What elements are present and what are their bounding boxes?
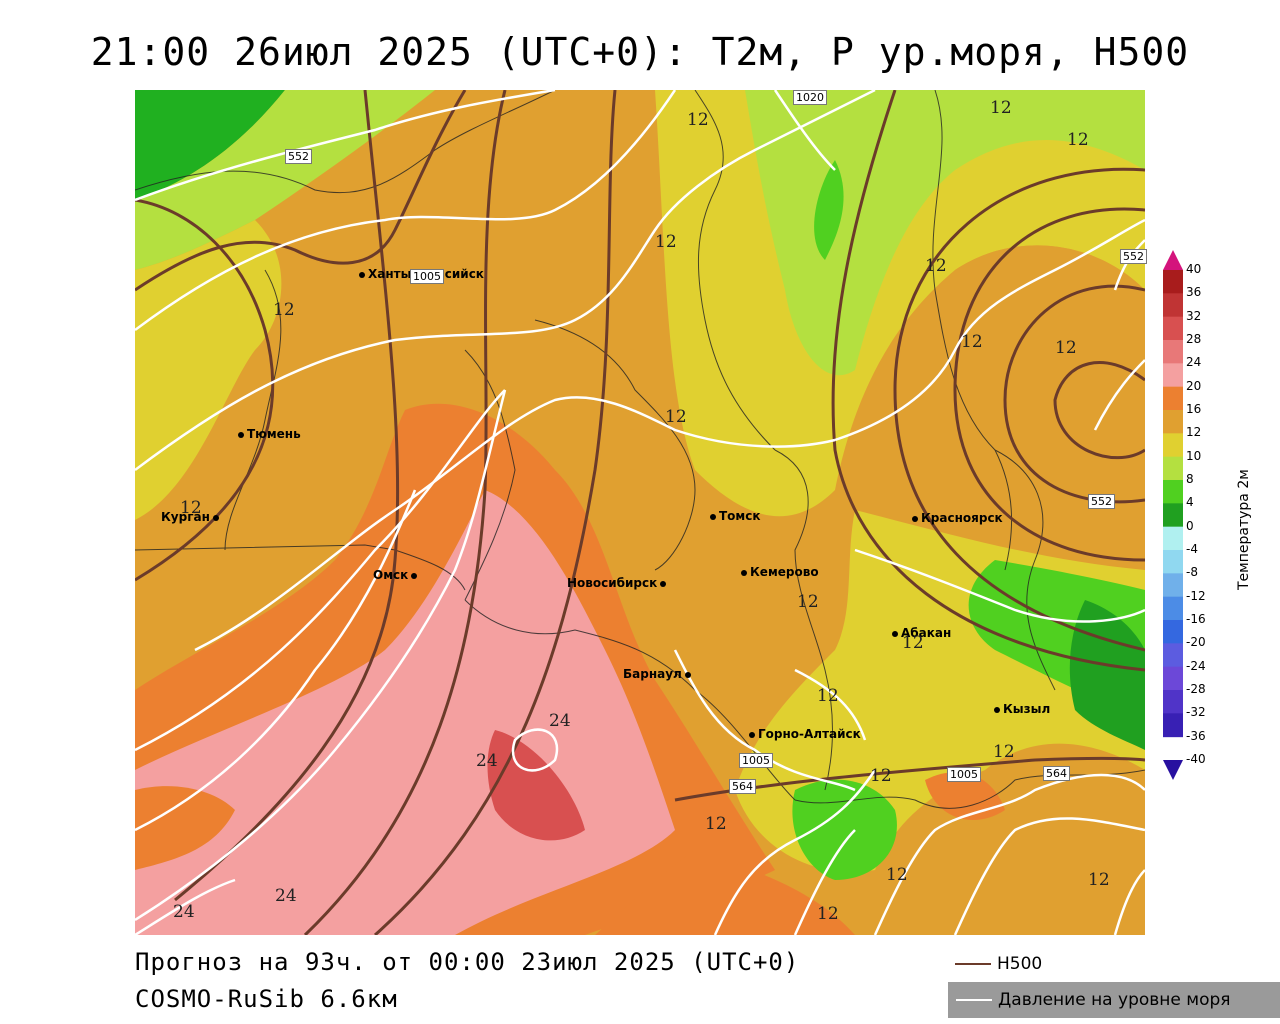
colorbar-tick-label: 0	[1186, 518, 1194, 533]
h500-value-label: 552	[1088, 494, 1115, 509]
isotherm-label: 12	[925, 256, 947, 276]
colorbar-swatch	[1163, 270, 1183, 294]
isotherm-label: 12	[1055, 338, 1077, 358]
colorbar-tick-label: -24	[1186, 658, 1206, 673]
colorbar-swatch	[1163, 620, 1183, 644]
forecast-map: Ханты-Мансийск Тюмень Курган Омск Новоси…	[135, 90, 1147, 935]
map-title: 21:00 26июл 2025 (UTC+0): T2м, P ур.моря…	[90, 30, 1190, 74]
legend-h500: H500	[955, 954, 1042, 974]
isotherm-label: 24	[549, 711, 571, 731]
colorbar-swatch	[1163, 363, 1183, 388]
colorbar-swatch	[1163, 316, 1183, 341]
pressure-line-icon	[956, 999, 992, 1001]
forecast-info: Прогноз на 93ч. от 00:00 23июл 2025 (UTC…	[135, 948, 800, 976]
colorbar-swatch	[1163, 526, 1183, 551]
city-krasnoyarsk: Красноярск	[912, 511, 1003, 525]
colorbar-tick-label: -20	[1186, 635, 1206, 650]
isotherm-label: 24	[173, 902, 195, 922]
colorbar-swatch	[1163, 596, 1183, 621]
colorbar-swatch	[1163, 643, 1183, 668]
h500-value-label: 552	[1120, 249, 1147, 264]
colorbar-swatch	[1163, 293, 1183, 318]
colorbar-swatch	[1163, 666, 1183, 691]
isotherm-label: 12	[687, 110, 709, 130]
isotherm-label: 12	[1067, 130, 1089, 150]
pressure-value-label: 1020	[793, 90, 827, 105]
colorbar-tick-label: -8	[1186, 565, 1198, 580]
colorbar-tick-label: 10	[1186, 448, 1202, 463]
h500-value-label: 564	[729, 779, 756, 794]
colorbar-tick-label: -40	[1186, 752, 1206, 766]
colorbar-tick-label: 32	[1186, 308, 1202, 323]
isotherm-label: 24	[476, 751, 498, 771]
colorbar-tick-label: 40	[1186, 262, 1202, 276]
colorbar-swatch	[1163, 410, 1183, 434]
pressure-value-label: 1005	[410, 269, 444, 284]
city-tomsk: Томск	[710, 509, 761, 523]
isotherm-label: 24	[275, 886, 297, 906]
colorbar-tick-label: 8	[1186, 472, 1194, 486]
city-abakan: Абакан	[892, 626, 951, 640]
colorbar-swatch	[1163, 340, 1183, 364]
isotherm-label: 12	[961, 332, 983, 352]
isotherm-label: 12	[655, 232, 677, 252]
colorbar-tick-label: -16	[1186, 612, 1206, 626]
pressure-value-label: 1005	[947, 767, 981, 782]
colorbar-swatch	[1163, 433, 1183, 458]
model-name: COSMO-RuSib 6.6км	[135, 985, 398, 1013]
isotherm-label: 12	[273, 300, 295, 320]
isotherm-label: 12	[993, 742, 1015, 762]
temperature-colorbar	[1163, 250, 1183, 780]
isotherm-label: 12	[817, 904, 839, 924]
isotherm-label: 12	[817, 686, 839, 706]
city-gorno-altaysk: Горно-Алтайск	[749, 727, 861, 741]
colorbar-tick-label: 12	[1186, 425, 1202, 440]
pressure-value-label: 1005	[739, 753, 773, 768]
city-novosibirsk: Новосибирск	[567, 576, 669, 590]
isotherm-label: 12	[797, 592, 819, 612]
isotherm-label: 12	[886, 865, 908, 885]
colorbar-tick-label: 16	[1186, 402, 1202, 416]
colorbar-tick-label: 20	[1186, 378, 1202, 393]
city-tyumen: Тюмень	[238, 427, 301, 441]
isotherm-label: 12	[705, 814, 727, 834]
colorbar-swatch	[1163, 550, 1183, 574]
isotherm-label: 12	[665, 407, 687, 427]
colorbar-tick-label: -36	[1186, 728, 1206, 743]
isotherm-label: 12	[902, 633, 924, 653]
city-kyzyl: Кызыл	[994, 702, 1050, 716]
colorbar-tick-label: 4	[1186, 495, 1194, 510]
colorbar-swatch	[1163, 503, 1183, 528]
colorbar-tick-label: -28	[1186, 682, 1206, 696]
colorbar-title: Температура 2м	[1236, 469, 1252, 590]
colorbar-swatch	[1163, 713, 1183, 738]
colorbar-tick-label: 24	[1186, 355, 1202, 370]
colorbar-swatch	[1163, 573, 1183, 598]
h500-line-icon	[955, 963, 991, 965]
temperature-field	[135, 90, 1145, 935]
colorbar-swatch	[1163, 456, 1183, 481]
isotherm-label: 12	[870, 766, 892, 786]
colorbar-tick-label: 28	[1186, 332, 1202, 346]
city-omsk: Омск	[373, 568, 420, 582]
city-kemerovo: Кемерово	[741, 565, 819, 579]
colorbar-min-arrow	[1163, 760, 1183, 780]
colorbar-max-arrow	[1163, 250, 1183, 270]
city-kurgan: Курган	[161, 510, 222, 524]
isotherm-label: 12	[990, 98, 1012, 118]
colorbar-swatch	[1163, 480, 1183, 504]
h500-value-label: 564	[1043, 766, 1070, 781]
colorbar-tick-label: -4	[1186, 542, 1198, 556]
h500-value-label: 552	[285, 149, 312, 164]
city-barnaul: Барнаул	[623, 667, 694, 681]
colorbar-swatch	[1163, 386, 1183, 411]
isotherm-label: 12	[1088, 870, 1110, 890]
isotherm-label: 12	[180, 498, 202, 518]
colorbar-tick-label: 36	[1186, 285, 1202, 300]
colorbar-tick-label: -12	[1186, 588, 1206, 603]
legend-pressure: Давление на уровне моря	[948, 982, 1280, 1018]
colorbar-swatch	[1163, 690, 1183, 714]
colorbar-tick-label: -32	[1186, 705, 1206, 720]
